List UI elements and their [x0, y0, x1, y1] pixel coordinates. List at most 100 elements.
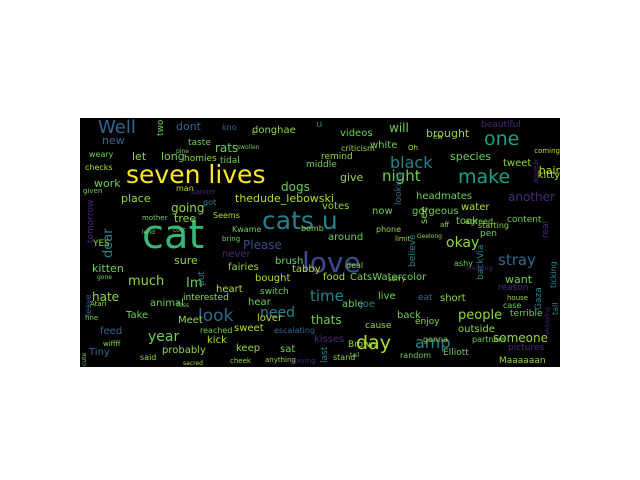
word-maaaaaan: Maaaaaan	[499, 356, 546, 366]
word-rats: rats	[215, 141, 239, 155]
word-votes: votes	[322, 201, 350, 212]
word-animal: animal	[150, 298, 184, 309]
word-fine: fine	[85, 314, 99, 322]
word-able: able	[342, 299, 364, 310]
word-cat: cat	[142, 212, 205, 258]
word-leave: leave	[84, 294, 93, 316]
word-annoying: annoying	[544, 307, 551, 335]
word-black: black	[390, 153, 433, 172]
word-cute: cute	[81, 352, 88, 366]
word-homies: homies	[184, 154, 217, 164]
word-looking: looking	[394, 172, 404, 205]
word-people: people	[458, 308, 503, 323]
word-house: house	[507, 294, 529, 302]
word-stray: stray	[498, 251, 536, 269]
word-escalating: escalating	[274, 326, 316, 335]
word-weary: weary	[89, 150, 114, 159]
word-anything: anything	[265, 356, 296, 364]
word-aff: aff	[440, 221, 450, 229]
word-u: u	[316, 119, 323, 130]
word-coming: coming	[534, 147, 560, 155]
word-sorry: sorry	[388, 275, 406, 283]
word-switch: switch	[260, 287, 289, 297]
word-see: see	[419, 206, 430, 224]
word-hair: hair	[538, 164, 560, 177]
word-partners: partners	[472, 335, 506, 344]
word-cats-u: cats u	[262, 206, 338, 235]
word-give: give	[340, 171, 364, 184]
word-pen: pen	[480, 229, 497, 239]
word-around: around	[328, 232, 364, 243]
word-taste: taste	[188, 138, 211, 148]
word-appear: appear	[532, 158, 540, 183]
word-dogs: dogs	[281, 180, 310, 194]
word-phone: phone	[376, 225, 402, 234]
word-limit: limit	[395, 235, 411, 243]
word-deal: deal	[346, 261, 364, 270]
word-stand: stand	[333, 353, 356, 362]
word-said: said	[140, 353, 157, 362]
word-ticking: ticking	[549, 261, 558, 288]
word-let: let	[132, 150, 147, 163]
word-gonna: gonna	[423, 335, 449, 344]
word-c: c	[252, 129, 256, 137]
word-ew: ew	[433, 133, 444, 141]
word-someone: someone	[493, 331, 548, 345]
word-sweet: sweet	[234, 323, 264, 334]
word-amp: amp	[415, 333, 451, 352]
word-random: random	[400, 351, 432, 360]
word-back: back	[397, 310, 421, 321]
word-water: water	[461, 202, 490, 213]
word-brush: brush	[275, 256, 304, 267]
word-playing: playing	[290, 357, 316, 365]
word-now: now	[372, 206, 393, 217]
word-oh: Oh	[408, 144, 418, 152]
word-beautiful: beautiful	[481, 120, 521, 130]
word-cheek: cheek	[230, 357, 251, 365]
word-interested: interested	[183, 293, 229, 303]
word-pictures: pictures	[508, 343, 545, 353]
word-white: white	[370, 140, 398, 151]
word-checks: checks	[85, 163, 113, 172]
word-fairies: fairies	[228, 262, 259, 273]
word-seven-lives: seven lives	[126, 160, 266, 189]
word-please: Please	[243, 238, 282, 252]
word-criticism: criticism	[341, 144, 375, 153]
word-gorgeous: gorgeous	[412, 206, 459, 217]
word-donghae: donghae	[252, 125, 296, 136]
word-enjoy: enjoy	[415, 317, 440, 327]
word-tail: tail	[350, 352, 360, 359]
word-headmates: headmates	[416, 191, 473, 202]
word-tiny: Tiny	[89, 347, 110, 358]
word-sure: sure	[174, 254, 198, 267]
word-sat: sat	[280, 344, 296, 355]
word-took: took	[456, 216, 478, 227]
word-food: food	[323, 272, 346, 283]
word-tidal: tidal	[220, 156, 240, 166]
word-night: night	[382, 167, 421, 185]
word-last: last	[320, 346, 330, 363]
word-outside: outside	[458, 324, 495, 335]
word-middle: middle	[306, 160, 337, 170]
word-two: two	[156, 119, 166, 136]
word-gaza: Gaza	[534, 287, 544, 310]
word-put: put	[197, 271, 207, 286]
word-remind: remind	[321, 152, 353, 162]
word-bought: bought	[255, 273, 291, 284]
word-breaking: breaking	[466, 265, 493, 272]
word-make: make	[458, 166, 511, 188]
word-sacred: sacred	[183, 360, 203, 367]
word-long: long	[161, 150, 185, 163]
word-geelong: Geelong	[417, 233, 442, 240]
word-much: much	[128, 274, 165, 289]
word-case: case	[503, 301, 522, 310]
word-brought: brought	[426, 127, 470, 140]
word-meet: Meet	[178, 315, 203, 326]
word-tree: tree	[174, 212, 197, 225]
word-need: need	[260, 305, 295, 321]
word-cloud-panel: cat seven lives cats u love Well one make black…	[80, 118, 560, 367]
word-want: want	[505, 273, 533, 286]
word-probably: probably	[162, 345, 206, 356]
word-reached: reached	[200, 326, 233, 335]
word-yes: YES	[93, 239, 110, 249]
